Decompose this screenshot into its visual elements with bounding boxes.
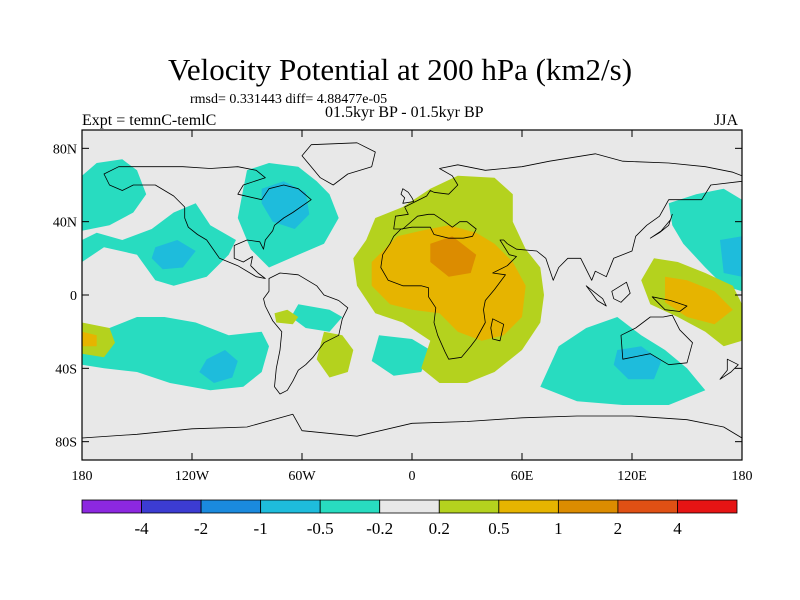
coastline-madagascar: [490, 318, 505, 342]
lon-tick-label: 180: [732, 469, 753, 484]
lon-tick-label: 180: [72, 469, 93, 484]
coastline-greenland: [301, 142, 376, 186]
coastline-layer: [82, 142, 742, 460]
lon-tick-label: 120W: [175, 469, 210, 484]
colorbar-box: [379, 499, 440, 514]
coastline-borneo: [611, 281, 631, 303]
colorbar-label: 2: [614, 519, 623, 538]
contour-africa-positive-core: [430, 236, 477, 277]
rmsd-diff-stats: rmsd= 0.331443 diff= 4.88477e-05: [190, 92, 388, 107]
map-svg: 80N 40N 0 40S 80S 180 120W 60W 0 60E 120E 180: [53, 129, 753, 484]
contour-south-atlantic-positive: [316, 331, 354, 378]
colorbar-box: [81, 499, 142, 514]
colorbar-box: [260, 499, 321, 514]
coastline-south-america: [263, 272, 349, 395]
contour-fill-layer: [82, 159, 742, 405]
coastline-sumatra: [585, 285, 607, 307]
colorbar-box: [438, 499, 500, 514]
contour-americas-north-core: [261, 181, 310, 229]
contour-pacific-central-core: [151, 240, 196, 270]
colorbar-labels: -4 -2 -1 -0.5 -0.2 0.2 0.5 1 2 4: [134, 519, 682, 538]
contour-dateline-south-positive: [82, 322, 115, 358]
colorbar-label: -4: [134, 519, 149, 538]
coastline-antarctica: [82, 413, 742, 460]
colorbar-box: [200, 499, 262, 514]
lat-tick-label: 40S: [55, 362, 77, 377]
colorbar-box: [677, 499, 738, 514]
colorbar-label: 0.5: [488, 519, 509, 538]
colorbar-box: [557, 499, 619, 514]
colorbar-label: -1: [254, 519, 268, 538]
contour-pacific-south-core: [199, 350, 238, 383]
colorbar-label: 4: [673, 519, 682, 538]
coastline-new-zealand: [719, 358, 739, 380]
colorbar-label: -2: [194, 519, 208, 538]
coastline-north-america: [103, 166, 312, 279]
contour-pacific-west-negative: [82, 159, 147, 231]
lat-tick-label: 80S: [55, 436, 77, 451]
coastline-japan: [649, 213, 673, 239]
lat-tick-label: 80N: [53, 142, 77, 157]
lon-tick-label: 0: [409, 469, 416, 484]
contour-dateline-south-inner: [82, 331, 97, 347]
colorbar: -4 -2 -1 -0.5 -0.2 0.2 0.5 1 2 4: [81, 499, 738, 538]
coastline-eurasia-africa: [380, 153, 742, 360]
lon-tick-label: 60W: [288, 469, 316, 484]
lat-tick-label: 0: [70, 289, 77, 304]
contour-atlantic-south-negative: [291, 304, 343, 332]
colorbar-box: [617, 499, 678, 514]
colorbar-box: [498, 499, 559, 514]
contour-indian-ocean-negative: [371, 335, 431, 376]
colorbar-label: 1: [554, 519, 563, 538]
figure-title: Velocity Potential at 200 hPa (km2/s): [167, 52, 633, 87]
axis-ticks: 80N 40N 0 40S 80S 180 120W 60W 0 60E 120E 180: [53, 130, 753, 484]
contour-africa-positive-inner: [371, 225, 526, 341]
contour-west-pacific-inner: [665, 276, 733, 325]
colorbar-box: [141, 499, 202, 514]
coastline-great-britain: [400, 188, 415, 204]
contour-pacific-central-negative: [82, 203, 236, 286]
colorbar-label: 0.2: [429, 519, 450, 538]
experiment-label: Expt = temnC-temlC: [82, 112, 217, 129]
contour-brazil-positive: [274, 309, 299, 325]
lon-tick-label: 60E: [511, 469, 534, 484]
colorbar-label: -0.5: [307, 519, 334, 538]
contour-pacific-northeast-core: [720, 236, 742, 277]
colorbar-label: -0.2: [366, 519, 393, 538]
colorbar-boxes: [81, 499, 738, 514]
colorbar-box: [319, 499, 381, 514]
coastline-australia: [620, 314, 693, 366]
period-label: 01.5kyr BP - 01.5kyr BP: [325, 104, 484, 121]
season-label: JJA: [714, 112, 739, 129]
lat-tick-label: 40N: [53, 216, 77, 231]
contour-australia-core: [613, 346, 662, 380]
coastline-new-guinea: [651, 296, 688, 312]
lon-tick-label: 120E: [617, 469, 647, 484]
